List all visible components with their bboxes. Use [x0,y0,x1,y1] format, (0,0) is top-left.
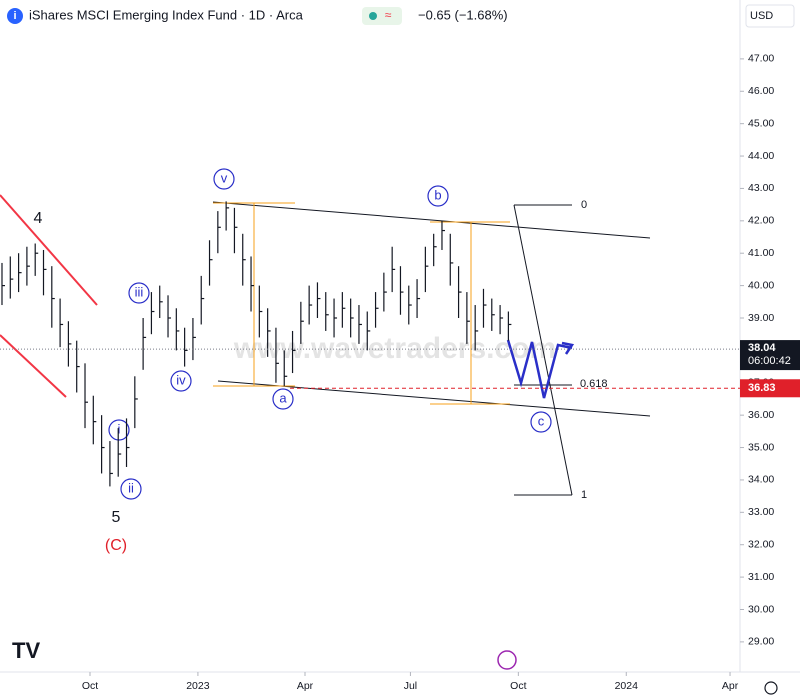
wave-label: i [118,421,121,436]
y-tick-label: 40.00 [748,279,774,291]
wave-label: iv [176,372,186,387]
wave-circle [530,411,552,433]
y-tick-label: 31.00 [748,571,774,583]
event-icon[interactable] [497,650,517,670]
y-tick-label: 36.00 [748,409,774,421]
y-tick-label: 35.00 [748,441,774,453]
wave-circle [427,185,449,207]
trend-line [0,194,98,306]
wave-circles [108,168,552,500]
last-price-tag [740,340,800,371]
x-tick-label: Oct [510,680,526,692]
fib-label: 0.618 [580,378,608,390]
y-tick-label: 39.00 [748,312,774,324]
x-tick-label: 2023 [186,680,210,692]
y-tick-label: 30.00 [748,603,774,615]
y-tick-label: 46.00 [748,85,774,97]
wave-circle [108,419,130,441]
wave-label: c [538,413,545,428]
y-tick-label: 45.00 [748,117,774,129]
status-dot [369,12,377,20]
fib-trend [513,204,573,496]
y-tick-label: 47.00 [748,53,774,65]
x-tick-label: Apr [297,680,314,692]
wave-label: 4 [34,210,43,227]
wave-label: (C) [105,537,127,554]
wave-circle [170,370,192,392]
projection-path [506,339,573,399]
price-change: −0.65 (−1.68%) [418,7,508,22]
wave-circle [272,388,294,410]
fib-label: 1 [581,489,587,501]
wave-label: a [279,390,287,405]
fib-label: 0 [581,199,587,211]
countdown: 06:00:42 [748,355,791,367]
wave-label: ii [128,480,134,495]
watermark: www.wavetraders.com [233,332,556,365]
level-label: 36.83 [748,382,776,394]
channel-line [217,380,651,417]
y-tick-label: 32.00 [748,538,774,550]
wave-label: v [221,170,228,185]
x-tick-label: Jul [404,680,417,692]
x-tick-label: 2024 [615,680,639,692]
y-tick-label: 41.00 [748,247,774,259]
currency: USD [750,10,773,22]
channel-line [212,201,651,239]
status-badge[interactable] [362,7,402,25]
wave-label: 5 [112,509,121,526]
trend-line [0,334,67,398]
wave-circle [120,478,142,500]
logo: TV [12,638,40,663]
x-tick-label: Oct [82,680,98,692]
symbol-icon [7,8,23,24]
wave-label: iii [135,284,144,299]
level-tag [740,379,800,398]
projection-arrow [561,341,575,355]
wave-circle [128,282,150,304]
settings-icon[interactable] [764,681,778,695]
y-tick-label: 44.00 [748,150,774,162]
wave-circle [213,168,235,190]
icon-glyph: i [13,10,16,22]
last-price-label: 38.04 [748,342,776,354]
y-tick-label: 29.00 [748,636,774,648]
wave-label: b [434,187,441,202]
y-tick-label: 33.00 [748,506,774,518]
y-tick-label: 34.00 [748,474,774,486]
status-glyph: ≈ [385,8,392,22]
currency-button[interactable] [745,4,795,28]
symbol-title: iShares MSCI Emerging Index Fund · 1D · … [29,7,304,22]
y-tick-label: 42.00 [748,215,774,227]
y-tick-label: 43.00 [748,182,774,194]
x-tick-label: Apr [722,680,739,692]
